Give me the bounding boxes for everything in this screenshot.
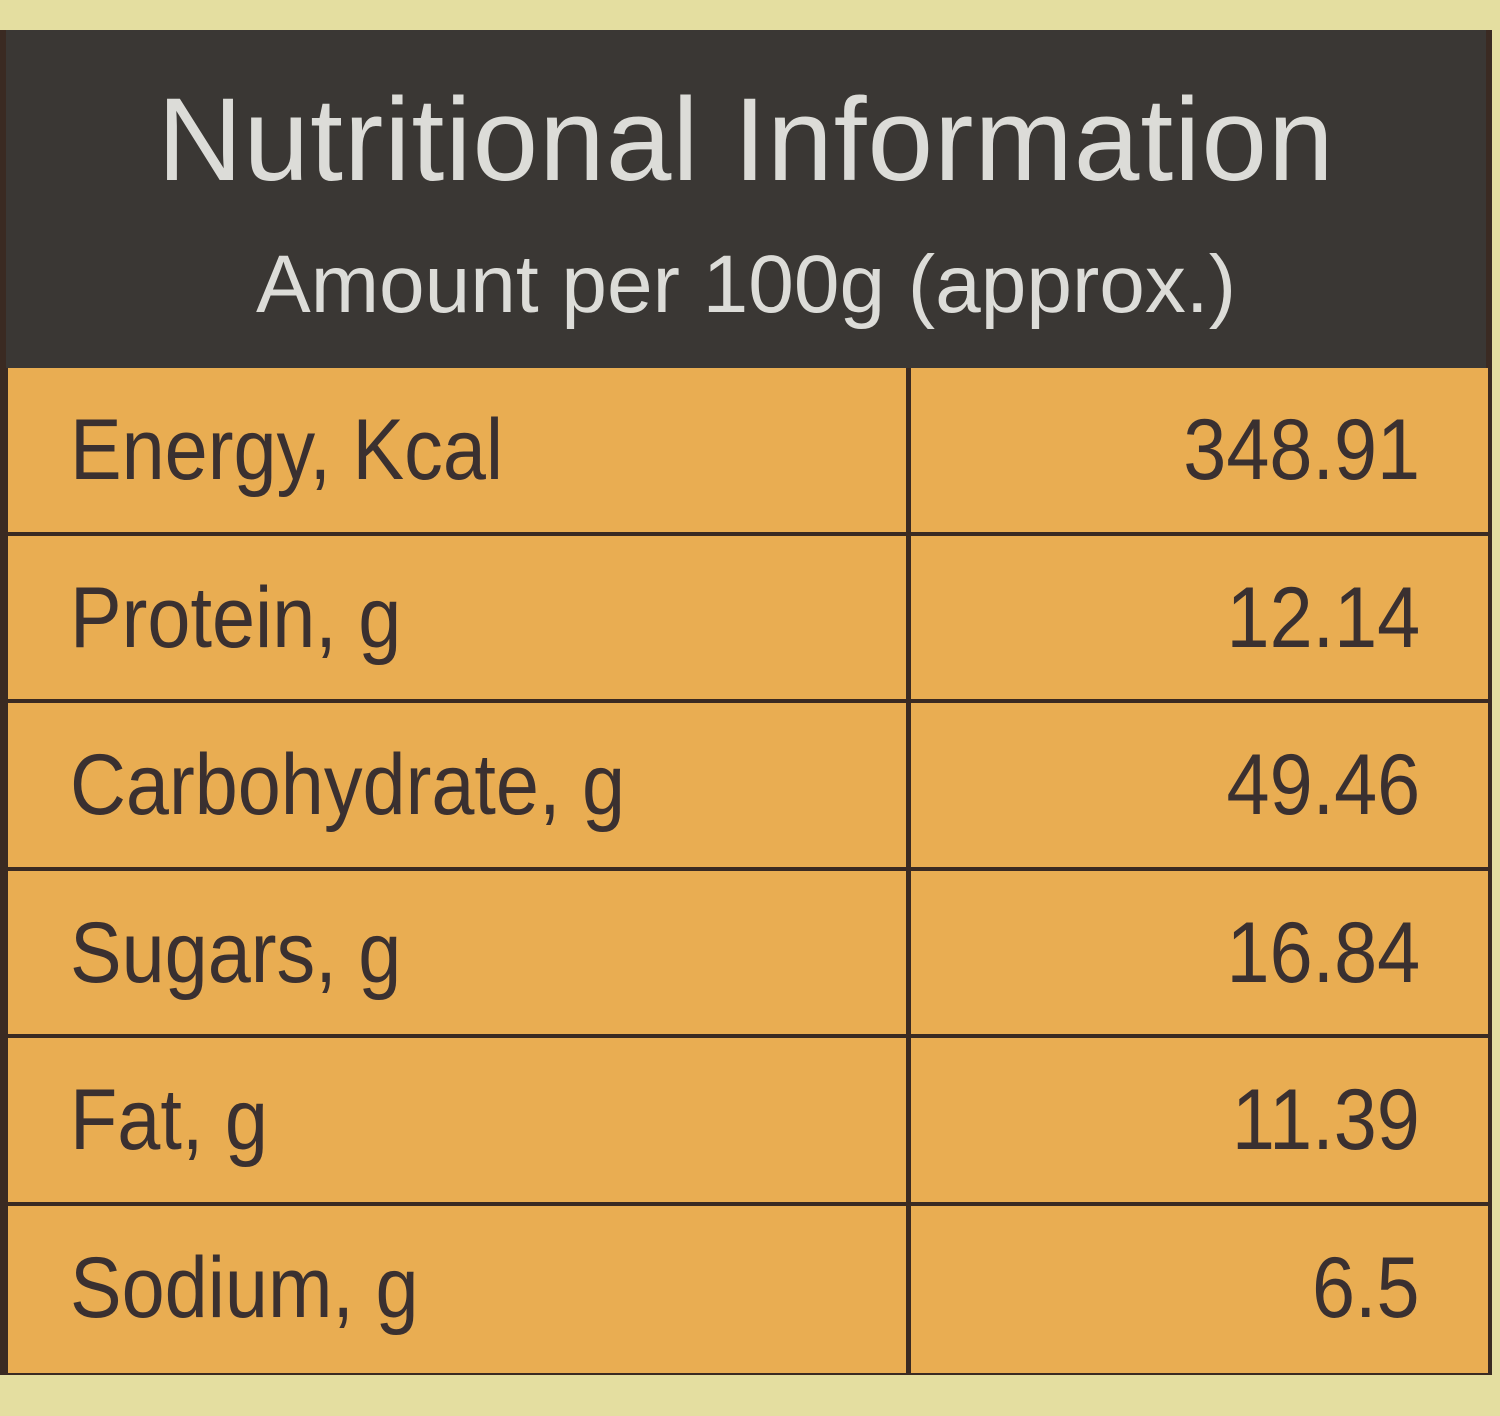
table: Energy, Kcal 348.91 Protein, g 12.14 Carbohy…: [8, 368, 1488, 1373]
nutrient-name: Sugars, g: [70, 904, 402, 1001]
table-row: Sugars, g 16.84: [8, 871, 1488, 1038]
nutrient-amount: 11.39: [1232, 1072, 1420, 1168]
nutrient-amount: 49.46: [1226, 737, 1420, 833]
nutrient-amount: 6.5: [1312, 1239, 1420, 1336]
column-divider: [906, 368, 911, 1373]
table-row: Carbohydrate, g 49.46: [8, 703, 1488, 871]
nutrient-name: Energy, Kcal: [70, 402, 504, 498]
nutrient-amount: 348.91: [1183, 402, 1420, 498]
subtitle: Amount per 100g (approx.): [256, 239, 1236, 330]
header: Nutritional Information Amount per 100g …: [6, 30, 1486, 368]
table-row: Fat, g 11.39: [8, 1038, 1488, 1206]
nutrient-name: Carbohydrate, g: [70, 737, 626, 833]
title: Nutritional Information: [157, 74, 1335, 206]
panel: Nutritional Information Amount per 100g …: [0, 30, 1492, 1375]
nutrient-amount: 16.84: [1226, 904, 1420, 1001]
table-row: Energy, Kcal 348.91: [8, 368, 1488, 536]
nutrient-name: Sodium, g: [70, 1239, 419, 1336]
nutrient-amount: 12.14: [1226, 569, 1420, 666]
table-row: Protein, g 12.14: [8, 536, 1488, 703]
nutrient-name: Fat, g: [70, 1072, 268, 1168]
table-row: Sodium, g 6.5: [8, 1206, 1488, 1374]
nutrient-name: Protein, g: [70, 569, 402, 666]
